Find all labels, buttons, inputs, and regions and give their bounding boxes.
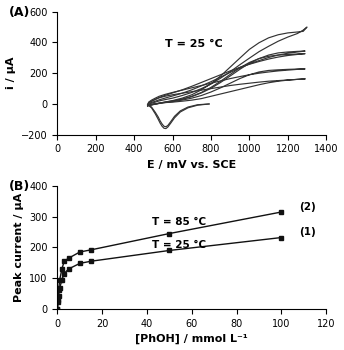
Y-axis label: Peak current / μA: Peak current / μA xyxy=(14,193,24,302)
Text: (B): (B) xyxy=(9,180,30,193)
X-axis label: E / mV vs. SCE: E / mV vs. SCE xyxy=(147,160,236,170)
Text: (2): (2) xyxy=(299,202,316,212)
Text: T = 25 °C: T = 25 °C xyxy=(151,240,206,250)
Text: (A): (A) xyxy=(9,6,31,19)
Text: T = 25 °C: T = 25 °C xyxy=(165,39,223,49)
Text: (1): (1) xyxy=(299,227,316,237)
X-axis label: [PhOH] / mmol L⁻¹: [PhOH] / mmol L⁻¹ xyxy=(136,334,248,344)
Y-axis label: i / μA: i / μA xyxy=(6,57,15,90)
Text: T = 85 °C: T = 85 °C xyxy=(151,217,206,227)
